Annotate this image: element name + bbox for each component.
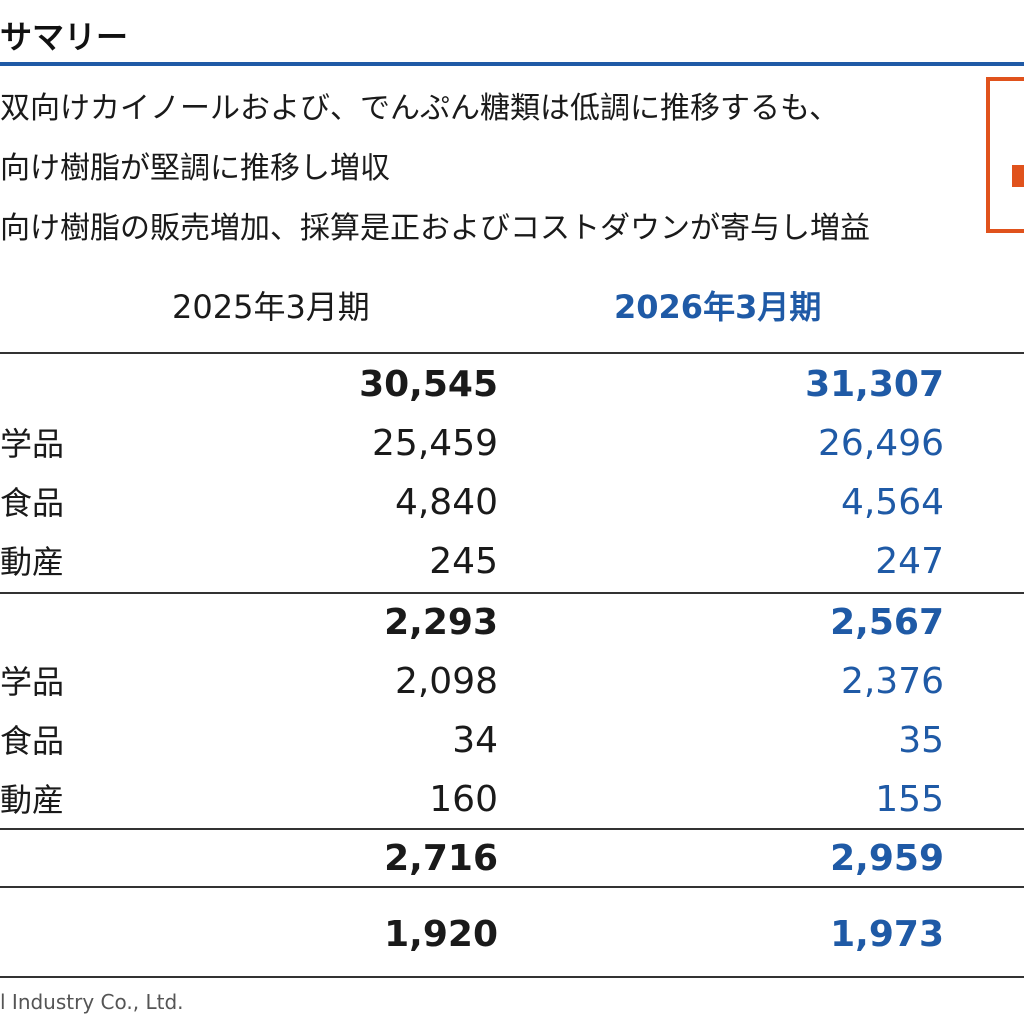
value-prev: 25,459 bbox=[372, 423, 498, 464]
value-curr: 1,973 bbox=[830, 914, 944, 955]
table-row: 2,716 2,959 bbox=[0, 830, 1024, 888]
table-row: 動産 160 155 bbox=[0, 771, 1024, 829]
table-row: 動産 245 247 bbox=[0, 533, 1024, 591]
table-row: 2,293 2,567 bbox=[0, 594, 1024, 652]
callout-mark bbox=[1012, 165, 1024, 187]
summary-bullets: 双向けカイノールおよび、でんぷん糖類は低調に推移するも、 向け樹脂が堅調に推移し… bbox=[0, 84, 870, 264]
value-curr: 26,496 bbox=[818, 423, 944, 464]
table-row: 食品 4,840 4,564 bbox=[0, 474, 1024, 532]
value-prev: 160 bbox=[429, 779, 498, 820]
copyright-footer: l Industry Co., Ltd. bbox=[0, 990, 184, 1014]
value-curr: 35 bbox=[898, 720, 944, 761]
value-prev: 2,716 bbox=[384, 838, 498, 879]
row-label: 学品 bbox=[0, 425, 65, 463]
value-curr: 155 bbox=[875, 779, 944, 820]
table-row: 30,545 31,307 bbox=[0, 356, 1024, 414]
value-curr: 31,307 bbox=[805, 364, 944, 405]
table-section-rule bbox=[0, 592, 1024, 594]
title-underline bbox=[0, 62, 1024, 66]
value-prev: 4,840 bbox=[394, 482, 498, 523]
value-curr: 2,959 bbox=[830, 838, 944, 879]
value-curr: 4,564 bbox=[840, 482, 944, 523]
row-label: 食品 bbox=[0, 484, 65, 522]
value-prev: 2,098 bbox=[394, 661, 498, 702]
page-title: サマリー bbox=[0, 18, 129, 56]
column-header-prev-year: 2025年3月期 bbox=[172, 288, 370, 326]
table-section-rule bbox=[0, 886, 1024, 888]
bullet-text: 向け樹脂の販売増加、採算是正およびコストダウンが寄与し増益 bbox=[0, 211, 870, 246]
value-prev: 30,545 bbox=[359, 364, 498, 405]
value-curr: 247 bbox=[875, 541, 944, 582]
row-label: 食品 bbox=[0, 722, 65, 760]
bullet-text: 双向けカイノールおよび、でんぷん糖類は低調に推移するも、 bbox=[0, 91, 840, 126]
row-label: 動産 bbox=[0, 543, 65, 581]
table-row: 学品 25,459 26,496 bbox=[0, 415, 1024, 473]
value-curr: 2,567 bbox=[830, 602, 944, 643]
callout-box bbox=[986, 77, 1024, 233]
table-top-rule bbox=[0, 352, 1024, 354]
column-header-current-year: 2026年3月期 bbox=[614, 288, 822, 326]
value-prev: 245 bbox=[429, 541, 498, 582]
row-label: 動産 bbox=[0, 781, 65, 819]
table-bottom-rule bbox=[0, 976, 1024, 978]
bullet-text: 向け樹脂が堅調に推移し増収 bbox=[0, 151, 390, 186]
row-label: 学品 bbox=[0, 663, 65, 701]
table-row: 1,920 1,973 bbox=[0, 906, 1024, 964]
table-row: 学品 2,098 2,376 bbox=[0, 653, 1024, 711]
value-prev: 34 bbox=[452, 720, 498, 761]
table-row: 食品 34 35 bbox=[0, 712, 1024, 770]
value-prev: 1,920 bbox=[384, 914, 498, 955]
table-section-rule bbox=[0, 828, 1024, 830]
value-curr: 2,376 bbox=[840, 661, 944, 702]
value-prev: 2,293 bbox=[384, 602, 498, 643]
